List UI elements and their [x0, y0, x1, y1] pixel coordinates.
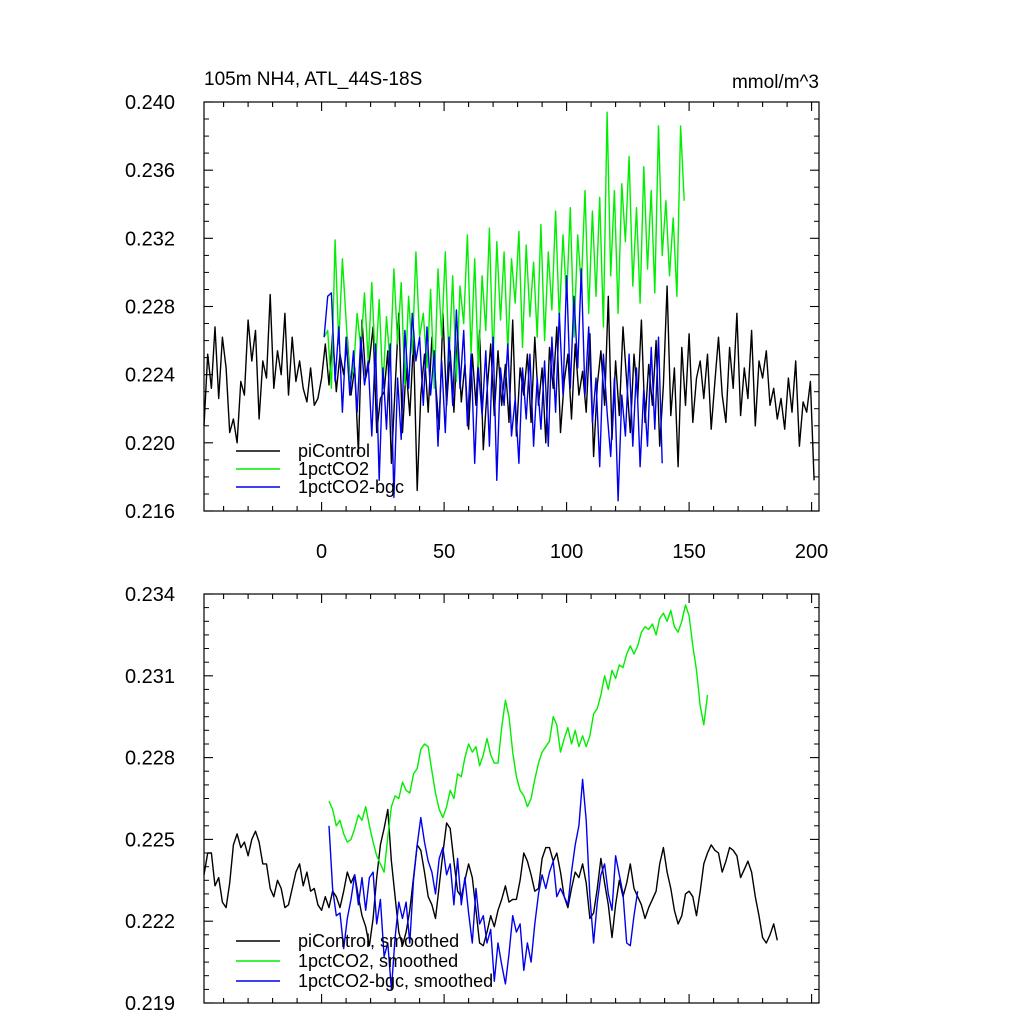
- bottom-plot-frame: [203, 593, 820, 1004]
- top-plot-frame: [203, 101, 820, 512]
- top-series-line-0: [203, 285, 815, 492]
- bot-legend-label-2: 1pctCO2-bgc, smoothed: [298, 971, 493, 991]
- bottom-panel: 0.219 0.222 0.225 0.228 0.231 0.234 piControl…: [125, 584, 820, 1015]
- top-y-tick-label: 0.236: [125, 160, 175, 182]
- top-y-tick-labels: 0.216 0.220 0.224 0.228 0.232 0.236 0.240: [125, 92, 175, 523]
- top-x-tick-label: 50: [433, 541, 455, 563]
- bot-y-tick-label: 0.234: [125, 584, 175, 606]
- top-panel: 0.216 0.220 0.224 0.228 0.232 0.236 0.240 0 50 1…: [125, 92, 828, 563]
- top-y-tick-label: 0.216: [125, 501, 175, 523]
- bot-y-tick-label: 0.228: [125, 748, 175, 770]
- bot-series-line-2: [328, 778, 639, 991]
- top-y-tick-label: 0.224: [125, 365, 175, 387]
- top-y-tick-label: 0.232: [125, 228, 175, 250]
- bot-y-tick-label: 0.222: [125, 911, 175, 933]
- top-legend-label-1: 1pctCO2: [298, 459, 369, 479]
- bot-legend-label-0: piControl, smoothed: [298, 931, 459, 951]
- top-ticks-group: [204, 101, 819, 512]
- bot-series-line-1: [328, 604, 709, 873]
- bot-y-tick-label: 0.231: [125, 666, 175, 688]
- bot-series-line-0: [203, 808, 778, 947]
- top-x-tick-label: 200: [795, 541, 828, 563]
- top-x-tick-label: 0: [316, 541, 327, 563]
- bot-legend-label-1: 1pctCO2, smoothed: [298, 951, 458, 971]
- top-series-line-2: [323, 268, 663, 502]
- top-x-tick-label: 100: [550, 541, 583, 563]
- top-y-tick-label: 0.228: [125, 297, 175, 319]
- bot-y-tick-label: 0.225: [125, 829, 175, 851]
- units-label: mmol/m^3: [732, 72, 819, 93]
- top-legend-label-2: 1pctCO2-bgc: [298, 477, 404, 497]
- top-y-tick-label: 0.220: [125, 433, 175, 455]
- chart-title: 105m NH4, ATL_44S-18S: [204, 69, 422, 90]
- top-x-tick-labels: 0 50 100 150 200: [316, 541, 828, 563]
- bottom-y-tick-labels: 0.219 0.222 0.225 0.228 0.231 0.234: [125, 584, 175, 1015]
- top-series-group: [203, 111, 815, 502]
- top-legend-label-0: piControl: [298, 441, 370, 461]
- bottom-series-group: [203, 604, 778, 991]
- bot-y-tick-label: 0.219: [125, 993, 175, 1015]
- top-series-line-1: [323, 111, 685, 389]
- top-y-tick-label: 0.240: [125, 92, 175, 114]
- top-x-tick-label: 150: [672, 541, 705, 563]
